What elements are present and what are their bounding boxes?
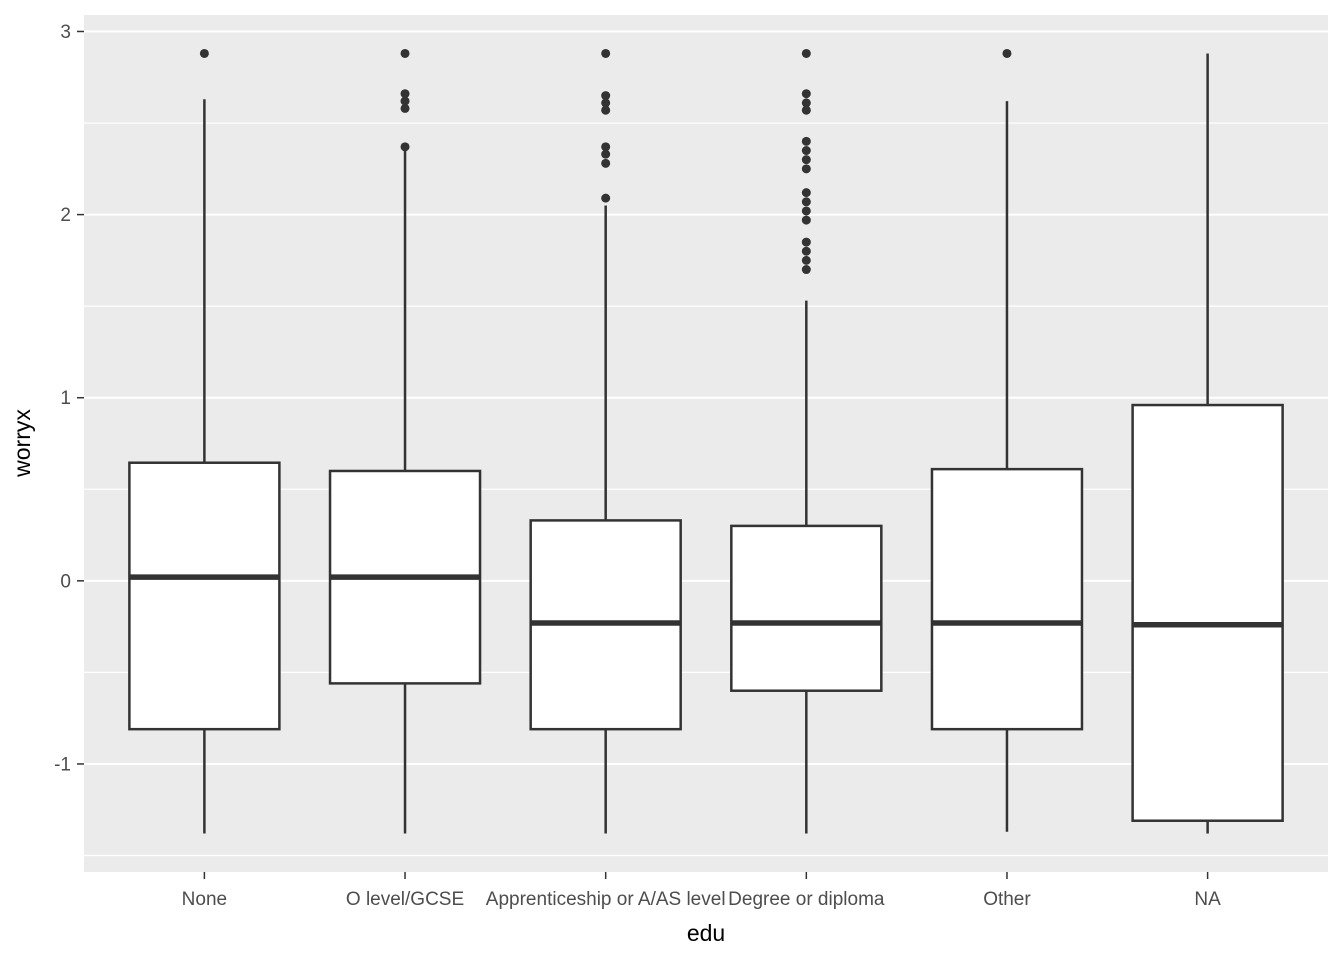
x-axis-tick-label: O level/GCSE [346,889,464,910]
outlier-point [400,48,410,58]
outlier-point [400,96,410,106]
x-axis-title: edu [687,920,725,946]
outlier-point [801,265,811,275]
outlier-point [801,98,811,108]
outlier-point [601,98,611,108]
outlier-point [801,105,811,115]
outlier-point [400,103,410,113]
outlier-point [801,237,811,247]
outlier-point [801,246,811,256]
box [930,467,1084,731]
outlier-point [801,164,811,174]
outlier-point [801,215,811,225]
outlier-point [801,89,811,99]
outlier-point [601,193,611,203]
y-axis-title: worryx [9,409,35,478]
outlier-point [801,188,811,198]
outlier-point [801,136,811,146]
x-axis-tick-label: Apprenticeship or A/AS level [486,889,726,910]
y-axis-tick-label: 1 [60,388,71,409]
outlier-point [1002,48,1012,58]
x-axis-tick-label: NA [1194,889,1221,910]
outlier-point [400,142,410,152]
outlier-point [601,105,611,115]
x-axis-tick-label: None [182,889,227,910]
outlier-point [199,48,209,58]
y-axis-tick-label: 0 [60,571,71,592]
outlier-point [801,146,811,156]
y-axis-tick-label: 3 [60,22,71,43]
outlier-point [801,197,811,207]
outlier-point [601,48,611,58]
outlier-point [801,206,811,216]
box [128,461,281,731]
box [730,524,883,692]
y-axis-tick-label: 2 [60,205,71,226]
outlier-point [601,149,611,159]
y-axis-tick-label: -1 [54,754,71,775]
outlier-point [601,91,611,101]
x-axis-tick-label: Other [983,889,1031,910]
outlier-point [400,89,410,99]
plot-panel [84,15,1328,872]
outlier-point [801,255,811,265]
outlier-point [801,155,811,165]
outlier-point [601,158,611,168]
outlier-point [601,142,611,152]
outlier-point [801,48,811,58]
x-axis-tick-label: Degree or diploma [728,889,885,910]
box [1131,403,1284,822]
